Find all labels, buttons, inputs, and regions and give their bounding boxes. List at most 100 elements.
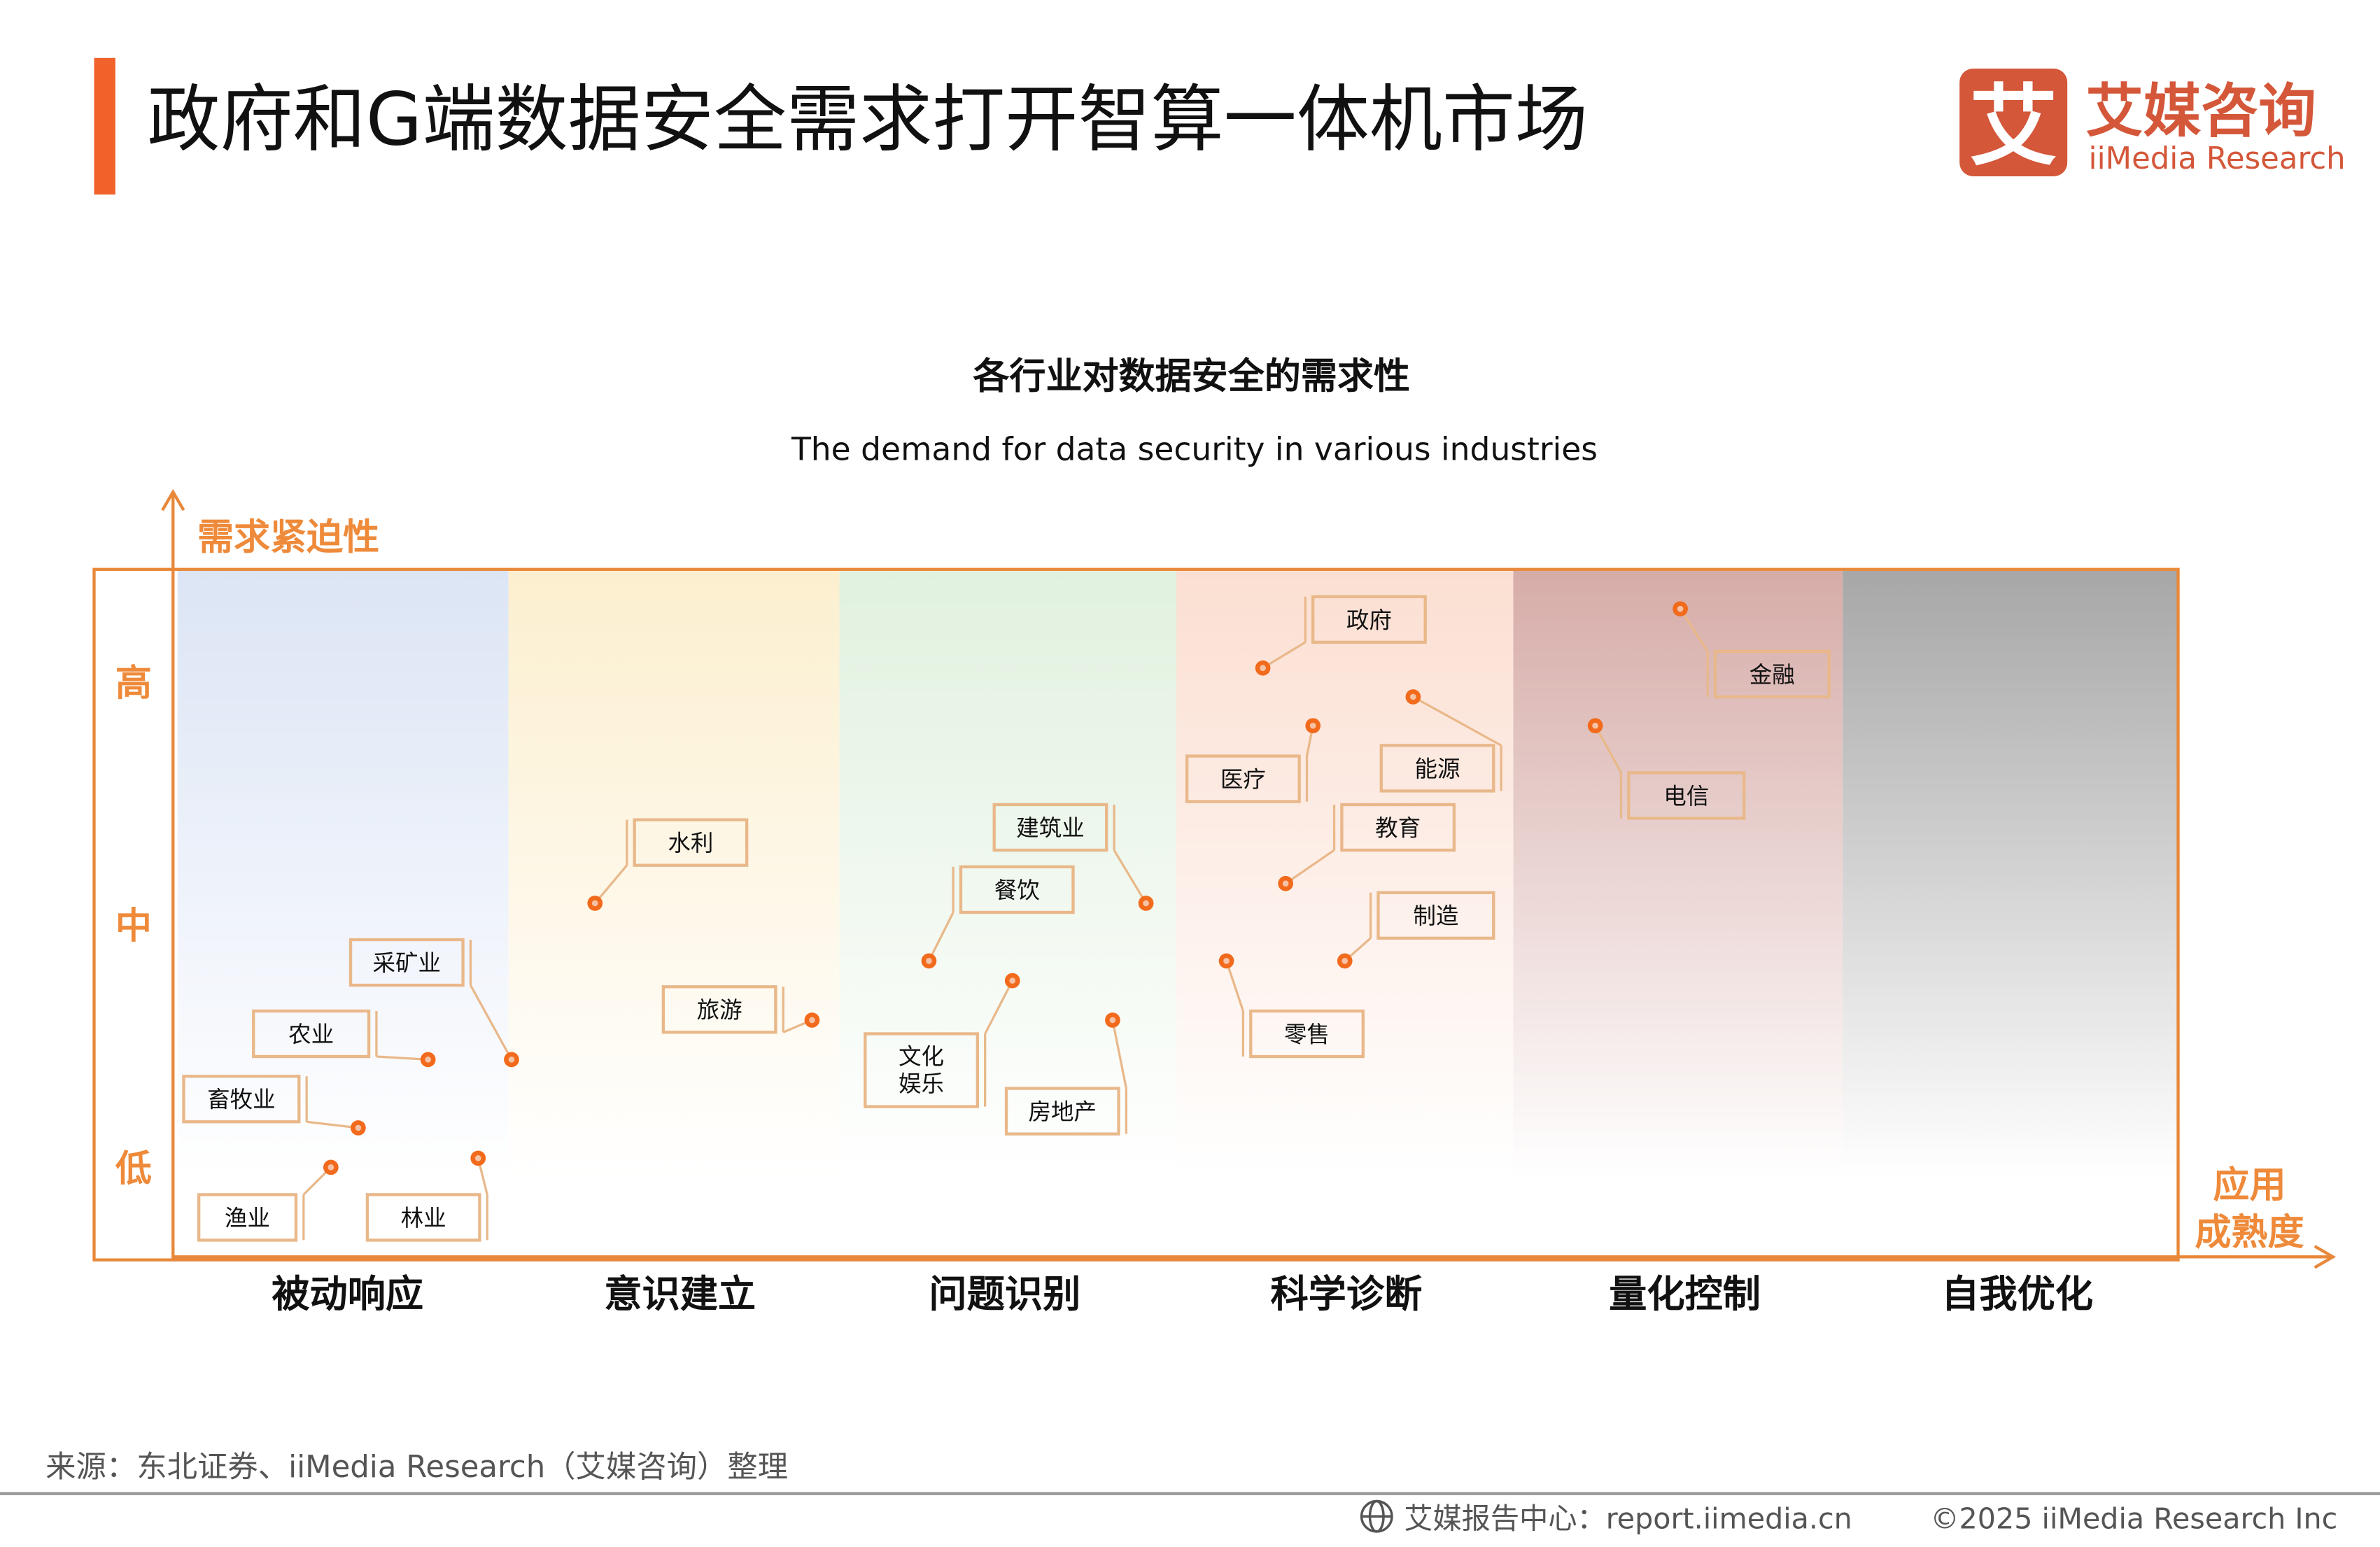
industry-point: 林业 <box>365 1150 488 1242</box>
industry-label: 政府 <box>1346 607 1392 633</box>
x-axis-label: 成熟度 <box>2195 1212 2304 1254</box>
industry-label-box <box>1185 754 1301 803</box>
industry-dot-center <box>1009 977 1016 984</box>
industry-dot-center <box>1410 693 1416 700</box>
industry-point: 房地产 <box>1004 1012 1128 1136</box>
industry-label: 采矿业 <box>373 949 442 976</box>
stage-backgrounds <box>177 570 2178 1178</box>
industry-label: 制造 <box>1413 903 1458 929</box>
industry-dot-center <box>926 958 932 964</box>
industry-label-box <box>197 1193 298 1242</box>
logo-en: iiMedia Research <box>2089 141 2346 176</box>
stage-label: 自我优化 <box>1941 1272 2093 1316</box>
title-accent-bar <box>94 57 115 195</box>
report-center-link[interactable]: 艾媒报告中心：report.iimedia.cn <box>1404 1502 1852 1536</box>
industry-label: 电信 <box>1663 783 1709 810</box>
industry-dot-center <box>1223 958 1230 964</box>
industry-dot-center <box>591 900 598 907</box>
page-title: 政府和G端数据安全需求打开智算一体机市场 <box>147 76 1588 162</box>
industry-label: 能源 <box>1415 756 1460 782</box>
y-level-label: 高 <box>115 663 152 705</box>
industry-label-box <box>633 818 749 867</box>
industry-dot-center <box>1109 1017 1116 1024</box>
industry-label-box <box>1004 1087 1120 1136</box>
industry-label-box <box>992 803 1108 852</box>
logo: 艾 艾媒咨询 iiMedia Research <box>1959 68 2346 178</box>
leader-line <box>1113 849 1147 904</box>
industry-label: 医疗 <box>1220 766 1266 793</box>
industry-point: 建筑业 <box>992 803 1154 911</box>
stage-label: 意识建立 <box>604 1272 756 1316</box>
industry-dot-center <box>328 1164 335 1171</box>
industry-label: 文化娱乐 <box>899 1043 945 1098</box>
stage-label: 被动响应 <box>272 1272 423 1316</box>
leader-line <box>1594 725 1622 774</box>
industry-label-box <box>959 865 1075 914</box>
logo-glyph: 艾 <box>1969 75 2057 178</box>
leader-line <box>1285 849 1335 885</box>
industry-dot-center <box>1143 900 1149 907</box>
industry-label-box <box>1713 649 1831 699</box>
industry-dot-center <box>474 1155 481 1161</box>
stage-background <box>1176 570 1514 1178</box>
leader-line <box>1262 641 1307 670</box>
industry-label: 农业 <box>288 1021 334 1047</box>
industry-label: 金融 <box>1749 661 1795 688</box>
industry-point: 教育 <box>1278 803 1456 891</box>
industry-point: 零售 <box>1218 953 1365 1059</box>
copyright: ©2025 iiMedia Research Inc <box>1930 1502 2337 1536</box>
industry-point: 畜牧业 <box>182 1075 366 1136</box>
industry-dot-center <box>1342 958 1349 964</box>
industry-point: 旅游 <box>661 985 820 1034</box>
leader-line <box>306 1120 359 1129</box>
leader-line <box>1225 960 1244 1012</box>
industry-label: 渔业 <box>225 1205 270 1231</box>
industry-point: 渔业 <box>197 1159 339 1242</box>
industry-label: 房地产 <box>1029 1099 1097 1125</box>
leader-line <box>1111 1019 1127 1089</box>
industry-point: 金融 <box>1673 601 1831 699</box>
industry-dot-center <box>1677 605 1684 612</box>
stage-background <box>1843 570 2178 1178</box>
stage-background <box>508 570 840 1178</box>
source-note: 来源：东北证券、iiMedia Research（艾媒咨询）整理 <box>45 1450 788 1485</box>
y-axis-arrow-icon <box>161 488 185 511</box>
stage-labels: 被动响应 意识建立 问题识别 科学诊断 量化控制 自我优化 <box>272 1272 2093 1316</box>
industry-label-box <box>1340 803 1456 852</box>
industry-dot-center <box>1282 880 1289 887</box>
industry-point: 政府 <box>1255 595 1427 676</box>
leader-line <box>1679 608 1709 652</box>
industry-label: 餐饮 <box>994 877 1040 903</box>
stage-background <box>839 570 1176 1178</box>
industry-point: 能源 <box>1379 689 1502 793</box>
industry-label-box <box>252 1009 371 1059</box>
leader-line <box>927 912 955 962</box>
industry-label-box <box>182 1075 301 1124</box>
industry-label: 建筑业 <box>1016 814 1085 841</box>
industry-point: 餐饮 <box>921 865 1075 969</box>
leader-line <box>984 980 1014 1035</box>
logo-cn: 艾媒咨询 <box>2085 78 2316 145</box>
industry-point: 文化娱乐 <box>864 973 1020 1108</box>
leader-line <box>594 864 628 904</box>
chart-title-cn: 各行业对数据安全的需求性 <box>973 356 1410 398</box>
industry-label: 旅游 <box>697 997 742 1024</box>
chart-title-en: The demand for data security in various … <box>791 431 1598 468</box>
industry-label: 林业 <box>401 1205 446 1231</box>
industry-label-box <box>1376 891 1495 940</box>
leader-line <box>1412 695 1502 747</box>
industry-label-box <box>1311 595 1427 644</box>
industry-point: 制造 <box>1337 891 1495 969</box>
y-level-label: 低 <box>115 1148 152 1190</box>
x-axis-arrow-icon <box>2314 1245 2337 1269</box>
y-level-labels: 高中低 <box>115 663 152 1190</box>
x-axis-label: 应用 <box>2213 1165 2286 1207</box>
industry-point: 电信 <box>1587 718 1746 820</box>
industry-label: 零售 <box>1284 1021 1330 1047</box>
industry-label-box <box>661 985 777 1034</box>
leader-line <box>469 984 513 1061</box>
industry-label-box <box>348 938 465 987</box>
industry-label-box <box>1627 771 1746 820</box>
